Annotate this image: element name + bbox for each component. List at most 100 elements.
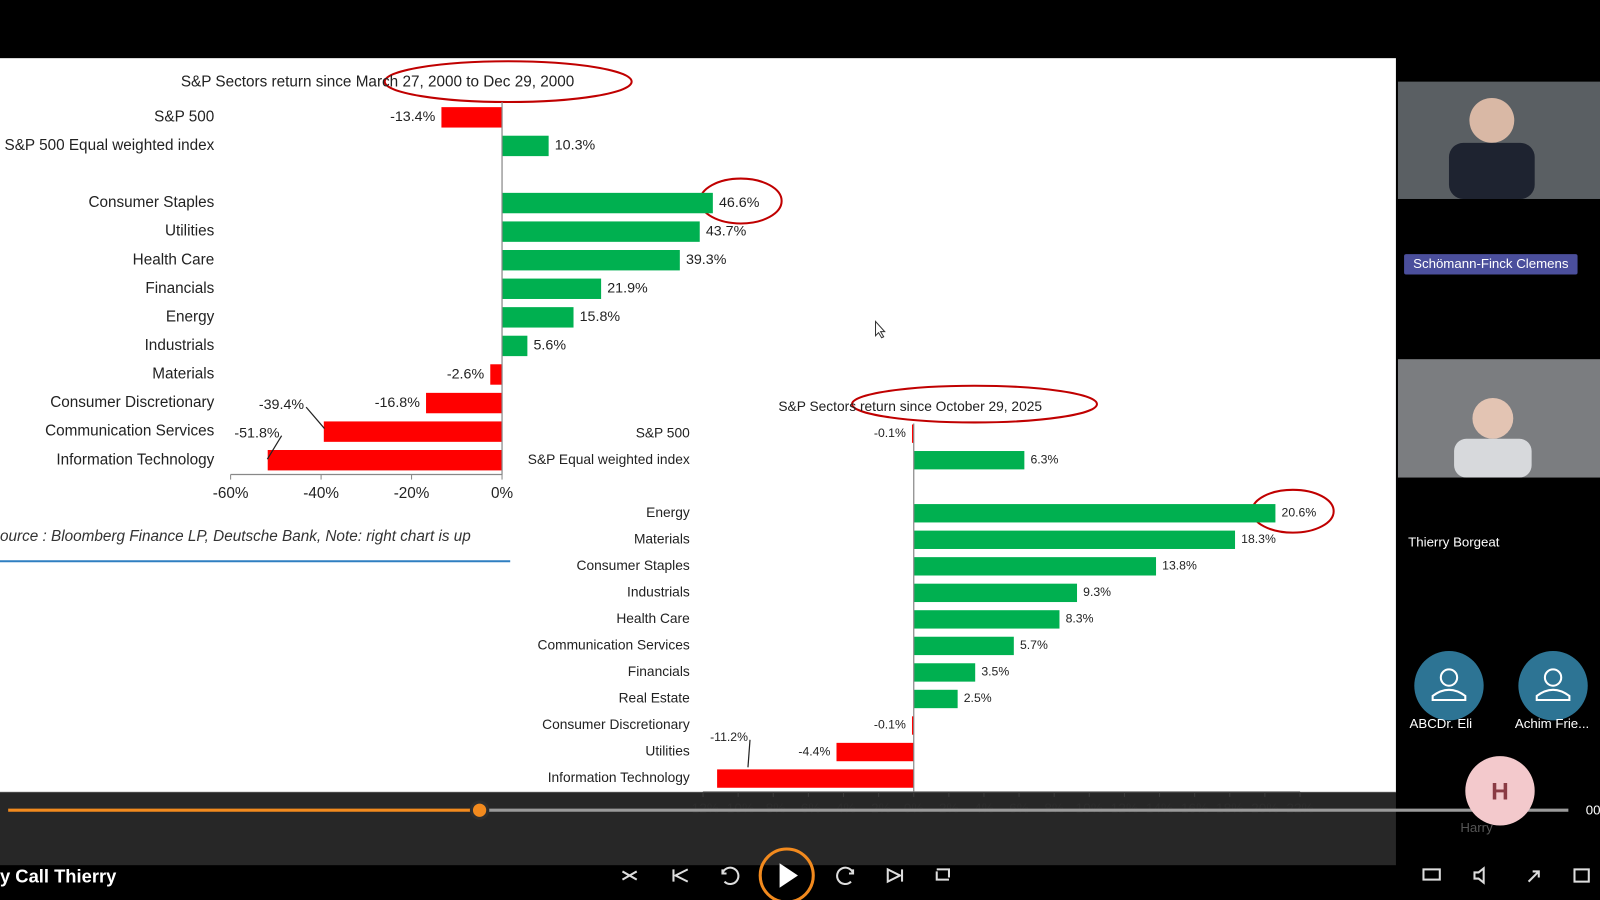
prev-button[interactable] bbox=[672, 868, 689, 883]
progress-knob[interactable] bbox=[469, 800, 490, 820]
play-ring[interactable] bbox=[758, 847, 815, 900]
value-label: 46.6% bbox=[719, 195, 760, 211]
caption-button[interactable] bbox=[1422, 868, 1441, 881]
bar bbox=[502, 192, 713, 214]
value-label: -4.4% bbox=[798, 744, 830, 758]
forward-button[interactable] bbox=[836, 866, 855, 886]
avatar-initial: H bbox=[1491, 778, 1509, 805]
avatar bbox=[1465, 756, 1535, 826]
bar bbox=[717, 769, 914, 788]
shuffle-button[interactable] bbox=[621, 870, 638, 881]
category-label: Energy bbox=[646, 505, 690, 520]
repeat-button[interactable] bbox=[935, 868, 950, 881]
value-label: -13.4% bbox=[390, 109, 436, 125]
next-button[interactable] bbox=[886, 867, 904, 884]
value-label: 9.3% bbox=[1083, 585, 1111, 599]
value-label: 18.3% bbox=[1241, 532, 1276, 546]
source-note: ource : Bloomberg Finance LP, Deutsche B… bbox=[0, 528, 471, 545]
bar bbox=[502, 278, 602, 299]
category-label: Financials bbox=[145, 280, 214, 297]
callout-line bbox=[747, 739, 751, 768]
category-label: Consumer Discretionary bbox=[50, 394, 214, 411]
category-label: Consumer Discretionary bbox=[542, 717, 690, 732]
bar bbox=[913, 583, 1078, 603]
value-label: 6.3% bbox=[1030, 452, 1058, 466]
category-label: Consumer Staples bbox=[577, 558, 690, 573]
value-label: 39.3% bbox=[686, 252, 727, 268]
bar bbox=[913, 451, 1025, 470]
avatar-icon bbox=[1439, 668, 1459, 687]
fullscreen-button[interactable] bbox=[1573, 868, 1590, 883]
value-label: 2.5% bbox=[964, 691, 992, 705]
video-person bbox=[1448, 142, 1535, 199]
category-label: Communication Services bbox=[538, 638, 690, 653]
bar bbox=[913, 504, 1276, 523]
value-label: -0.1% bbox=[874, 426, 906, 440]
participant-name: Thierry Borgeat bbox=[1408, 534, 1500, 549]
bar bbox=[490, 364, 503, 385]
bar bbox=[502, 250, 680, 271]
value-label: -11.2% bbox=[710, 730, 748, 744]
highlight-ellipse bbox=[851, 384, 1098, 424]
category-label: Materials bbox=[634, 531, 690, 546]
highlight-ellipse bbox=[383, 60, 633, 104]
bar bbox=[502, 307, 574, 328]
value-label: -16.8% bbox=[375, 395, 421, 411]
bar bbox=[913, 636, 1014, 656]
participant-name: Achim Frie... bbox=[1515, 716, 1589, 731]
x-tick-label: -60% bbox=[213, 485, 249, 502]
bar bbox=[502, 135, 549, 157]
participant-name: Harry bbox=[1460, 820, 1493, 835]
bar bbox=[913, 610, 1060, 629]
volume-button[interactable] bbox=[1473, 866, 1485, 885]
category-label: Communication Services bbox=[45, 423, 215, 440]
bar bbox=[441, 107, 503, 128]
x-tick-label: -40% bbox=[303, 485, 339, 502]
bar bbox=[913, 689, 958, 709]
value-label: 5.6% bbox=[533, 338, 566, 354]
value-label: 43.7% bbox=[706, 223, 747, 239]
bar bbox=[911, 716, 914, 735]
bar bbox=[836, 742, 914, 762]
value-label: 10.3% bbox=[555, 138, 596, 154]
play-button[interactable] bbox=[779, 863, 798, 888]
value-label: 3.5% bbox=[981, 665, 1009, 679]
bar bbox=[502, 335, 528, 357]
meeting-title: y Call Thierry bbox=[0, 865, 117, 886]
category-label: Information Technology bbox=[548, 770, 690, 785]
value-label: 20.6% bbox=[1282, 505, 1317, 519]
bar bbox=[426, 392, 503, 414]
control-bar bbox=[0, 865, 1396, 900]
bar bbox=[913, 663, 976, 682]
avatar-icon bbox=[1431, 688, 1467, 702]
value-label: 8.3% bbox=[1066, 612, 1094, 626]
value-label: 13.8% bbox=[1162, 559, 1197, 573]
rewind-button[interactable] bbox=[721, 866, 740, 886]
category-label: Information Technology bbox=[56, 451, 214, 468]
participant-name: ABCDr. Eli bbox=[1410, 716, 1473, 731]
cursor bbox=[875, 320, 886, 339]
category-label: S&P Equal weighted index bbox=[528, 452, 690, 467]
chart-title: S&P Sectors return since March 27, 2000 … bbox=[181, 74, 574, 91]
bar bbox=[911, 424, 914, 443]
video-person bbox=[1469, 97, 1515, 143]
category-label: Consumer Staples bbox=[88, 194, 214, 211]
category-label: Financials bbox=[628, 664, 690, 679]
value-label: -2.6% bbox=[447, 366, 485, 382]
popout-button[interactable] bbox=[1527, 870, 1540, 883]
name-tag bbox=[1404, 254, 1578, 275]
slide bbox=[0, 58, 1396, 793]
bar bbox=[502, 221, 700, 242]
value-label: 5.7% bbox=[1020, 638, 1048, 652]
bar bbox=[323, 421, 503, 442]
bar bbox=[913, 557, 1157, 576]
category-label: Energy bbox=[166, 308, 215, 325]
category-label: Utilities bbox=[165, 223, 215, 240]
category-label: Utilities bbox=[645, 744, 689, 759]
category-label: Industrials bbox=[145, 337, 215, 354]
category-label: S&P 500 bbox=[154, 108, 214, 125]
avatar-icon bbox=[1535, 688, 1571, 702]
bar bbox=[913, 530, 1236, 549]
